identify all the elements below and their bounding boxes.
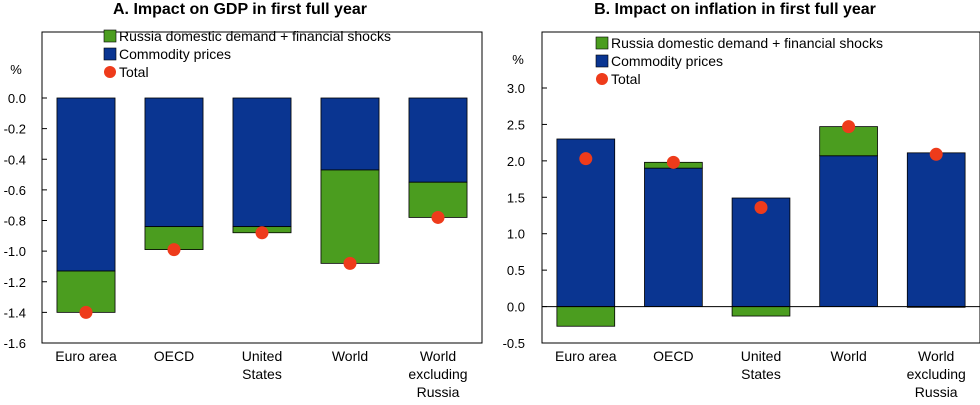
plot-frame <box>541 31 980 344</box>
y-tick-label: 0.5 <box>507 263 525 278</box>
bar-russia-shocks <box>320 169 380 264</box>
total-marker <box>255 226 269 240</box>
bar-russia-shocks <box>56 270 116 313</box>
bar-commodity-prices <box>731 197 791 307</box>
bar-commodity-prices <box>906 152 966 307</box>
y-tick-label: -0.5 <box>503 336 525 351</box>
legend-label: Total <box>611 71 641 87</box>
total-marker <box>579 152 593 166</box>
y-axis-label: % <box>512 52 524 67</box>
bar-russia-shocks <box>731 306 791 317</box>
x-tick-label: United <box>741 348 781 364</box>
bar-russia-shocks <box>556 306 616 327</box>
legend: Russia domestic demand + financial shock… <box>595 35 883 87</box>
legend-swatch <box>103 47 117 61</box>
y-tick-label: -1.6 <box>4 336 26 351</box>
bar-commodity-prices <box>320 97 380 171</box>
x-tick-label: World <box>332 348 368 364</box>
x-tick-label: Euro area <box>55 348 117 364</box>
total-marker <box>842 120 856 134</box>
legend-label: Commodity prices <box>611 53 723 69</box>
bar-commodity-prices <box>232 97 292 228</box>
legend-swatch <box>595 36 609 50</box>
y-tick-label: 3.0 <box>507 81 525 96</box>
x-tick-label: Russia <box>915 384 958 400</box>
y-tick-label: 0.0 <box>507 300 525 315</box>
x-tick-label: OECD <box>154 348 194 364</box>
y-tick-label: -0.6 <box>4 183 26 198</box>
chart-title: A. Impact on GDP in first full year <box>113 1 367 18</box>
x-tick-label: World <box>830 348 866 364</box>
bar-commodity-prices <box>819 155 878 307</box>
total-marker <box>754 200 768 214</box>
y-axis-label: % <box>10 62 22 77</box>
bar-commodity-prices <box>556 138 616 307</box>
y-tick-label: -1.0 <box>4 244 26 259</box>
legend-label: Russia domestic demand + financial shock… <box>119 28 391 44</box>
legend-label: Russia domestic demand + financial shock… <box>611 35 883 51</box>
x-tick-label: excluding <box>907 366 966 382</box>
x-tick-label: Russia <box>417 384 460 400</box>
chart-panel-inflation: B. Impact on inflation in first full yea… <box>503 1 980 400</box>
bar-commodity-prices <box>644 167 703 307</box>
bar-commodity-prices <box>144 97 204 228</box>
plot-frame <box>41 31 483 344</box>
legend-label: Total <box>119 64 149 80</box>
x-tick-label: States <box>242 366 282 382</box>
y-tick-label: 2.5 <box>507 117 525 132</box>
legend-label: Commodity prices <box>119 46 231 62</box>
total-marker <box>929 147 943 161</box>
bar-commodity-prices <box>408 97 468 183</box>
y-tick-label: 1.0 <box>507 227 525 242</box>
chart-title: B. Impact on inflation in first full yea… <box>594 1 876 18</box>
legend: Russia domestic demand + financial shock… <box>103 28 391 80</box>
total-marker <box>666 155 680 169</box>
x-tick-label: United <box>242 348 282 364</box>
total-marker <box>167 243 181 257</box>
bar-commodity-prices <box>56 97 116 272</box>
x-tick-label: excluding <box>408 366 467 382</box>
y-tick-label: -0.4 <box>4 152 26 167</box>
y-tick-label: 1.5 <box>507 190 525 205</box>
x-tick-label: OECD <box>653 348 693 364</box>
y-tick-label: -1.2 <box>4 275 26 290</box>
x-tick-label: World <box>918 348 954 364</box>
legend-swatch <box>103 29 117 43</box>
y-tick-label: 0.0 <box>8 91 26 106</box>
x-tick-label: States <box>741 366 781 382</box>
total-marker <box>431 210 445 224</box>
y-tick-label: 2.0 <box>507 154 525 169</box>
x-tick-label: World <box>420 348 456 364</box>
total-marker <box>343 256 357 270</box>
y-tick-label: -0.8 <box>4 214 26 229</box>
legend-dot <box>104 66 116 78</box>
y-tick-label: -1.4 <box>4 305 26 320</box>
chart-panel-gdp: A. Impact on GDP in first full year% 0.0 -… <box>4 1 483 400</box>
total-marker <box>79 305 93 319</box>
x-tick-label: Euro area <box>555 348 617 364</box>
legend-dot <box>596 73 608 85</box>
legend-swatch <box>595 54 609 68</box>
y-tick-label: -0.2 <box>4 122 26 137</box>
